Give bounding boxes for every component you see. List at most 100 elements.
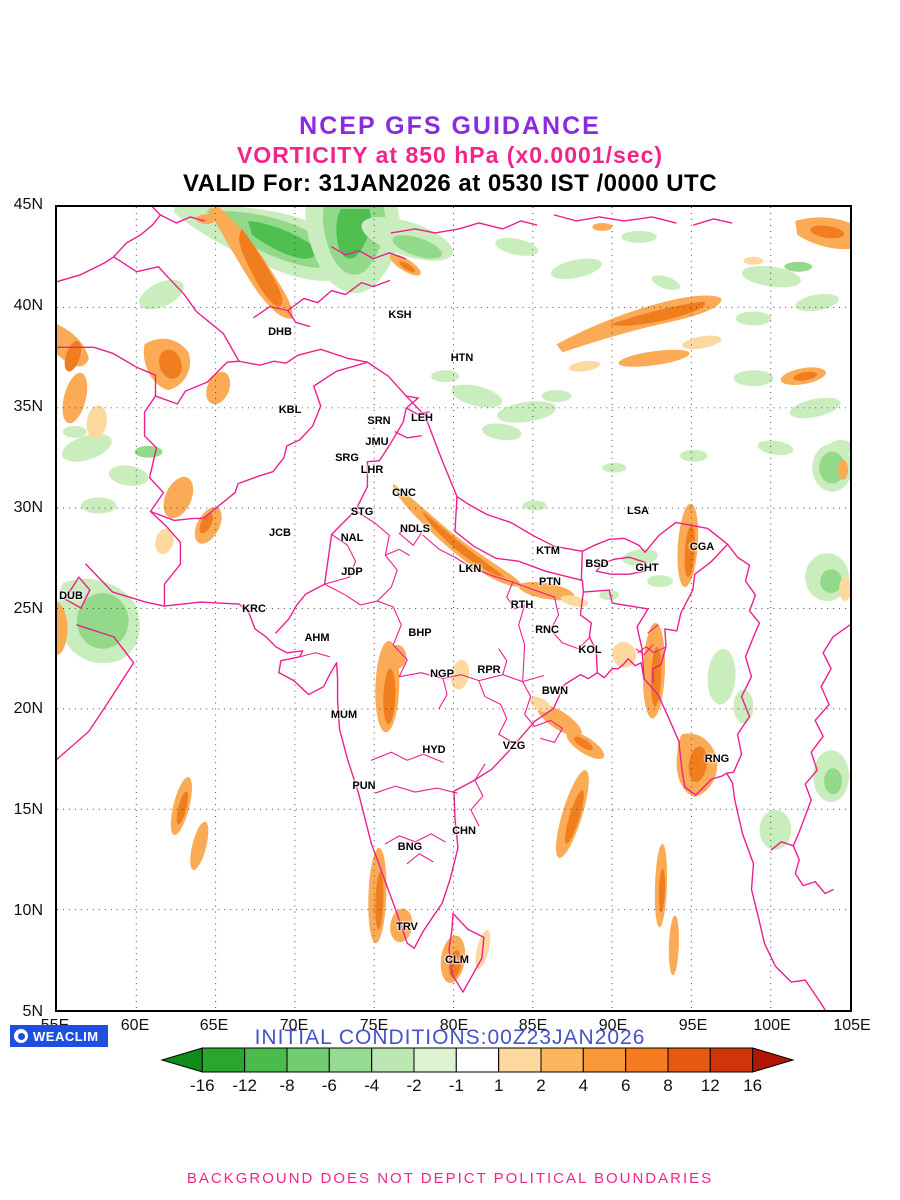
colorbar-segment — [540, 1047, 584, 1073]
city-layer: KSH DHB HTN KBL SRN LEH JMU SRG LHR CNC STG NDLS JCB… — [57, 207, 850, 1010]
colorbar-segment — [160, 1047, 203, 1073]
state-boundaries — [299, 509, 667, 865]
city-label-chn: CHN — [452, 825, 476, 837]
city-label-srn: SRN — [367, 415, 391, 427]
x-tick-label: 65E — [199, 1017, 229, 1034]
title-variable: VORTICITY at 850 hPa (x0.0001/sec) — [236, 142, 664, 168]
city-label-cga: CGA — [689, 541, 715, 553]
y-tick-label: 5N — [22, 1003, 43, 1020]
colorbar-segment — [371, 1047, 415, 1073]
colorbar-labels: -16 -12 -8 -6 -4 -2 -1 1 2 4 6 8 12 16 — [160, 1076, 795, 1098]
colorbar-tick-label: -6 — [321, 1076, 337, 1095]
x-tick-label: 70E — [279, 1017, 309, 1034]
y-tick-label: 30N — [13, 499, 43, 516]
colorbar — [160, 1047, 795, 1073]
city-label-vzg: VZG — [502, 740, 526, 752]
colorbar-tick-label: 1 — [493, 1076, 504, 1095]
city-label-dub: DUB — [59, 590, 83, 602]
y-axis-labels: 45N 40N 35N 30N 25N 20N 15N 10N 5N — [0, 196, 47, 1020]
city-label-ksh: KSH — [388, 309, 412, 321]
colorbar-segment — [625, 1047, 669, 1073]
city-label-htn: HTN — [450, 352, 474, 364]
city-label-trv: TRV — [396, 921, 418, 933]
city-label-rth: RTH — [510, 599, 534, 611]
title-valid-time: VALID For: 31JAN2026 at 0530 IST /0000 U… — [182, 170, 718, 197]
city-label-ndls: NDLS — [400, 523, 430, 535]
city-label-bhp: BHP — [408, 627, 432, 639]
lat-lon-gridlines — [57, 207, 850, 1010]
colorbar-tick-label: -2 — [406, 1076, 422, 1095]
weaclim-logo: WEACLIM — [10, 1025, 108, 1047]
colorbar-segment — [201, 1047, 246, 1073]
city-label-ahm: AHM — [304, 632, 330, 644]
weaclim-logo-text: WEACLIM — [33, 1028, 99, 1044]
city-label-jdp: JDP — [341, 566, 363, 578]
colorbar-segment — [286, 1047, 330, 1073]
map-svg — [57, 207, 850, 1010]
y-tick-label: 40N — [13, 297, 43, 314]
colorbar-segment — [244, 1047, 288, 1073]
weaclim-cyclone-icon — [14, 1029, 28, 1043]
y-tick-label: 15N — [13, 801, 43, 818]
city-label-jmu: JMU — [365, 436, 389, 448]
map-plot-area: KSH DHB HTN KBL SRN LEH JMU SRG LHR CNC STG NDLS JCB… — [55, 205, 852, 1012]
city-label-ktm: KTM — [536, 545, 560, 557]
colorbar-segment — [498, 1047, 542, 1073]
city-label-lhr: LHR — [360, 464, 384, 476]
colorbar-tick-label: -16 — [190, 1076, 215, 1095]
city-label-ptn: PTN — [539, 576, 561, 588]
y-tick-label: 20N — [13, 700, 43, 717]
city-label-pun: PUN — [352, 780, 376, 792]
colorbar-tick-label: 16 — [743, 1076, 763, 1095]
x-tick-label: 85E — [518, 1017, 548, 1034]
city-label-lkn: LKN — [458, 563, 482, 575]
city-label-bng: BNG — [397, 841, 423, 853]
x-tick-label: 105E — [833, 1017, 871, 1034]
y-tick-label: 25N — [13, 600, 43, 617]
city-label-leh: LEH — [411, 412, 433, 424]
disclaimer-text: BACKGROUND DOES NOT DEPICT POLITICAL BOU… — [186, 1170, 714, 1187]
colorbar-segment — [328, 1047, 373, 1073]
colorbar-tick-label: 12 — [700, 1076, 720, 1095]
city-label-bwn: BWN — [541, 685, 569, 697]
city-label-nal: NAL — [340, 532, 364, 544]
y-tick-label: 45N — [13, 196, 43, 213]
title-model: NCEP GFS GUIDANCE — [299, 112, 601, 140]
city-label-kol: KOL — [578, 644, 602, 656]
colorbar-tick-label: -1 — [448, 1076, 464, 1095]
city-label-bsd: BSD — [585, 558, 609, 570]
city-label-jcb: JCB — [268, 527, 292, 539]
x-axis-labels: 55E60E65E70E75E80E85E90E95E100E105E — [41, 1017, 871, 1039]
city-label-mum: MUM — [330, 709, 358, 721]
x-tick-label: 100E — [753, 1017, 791, 1034]
initial-conditions-text: INITIAL CONDITIONS:00Z23JAN2026 — [254, 1026, 646, 1049]
political-boundaries — [57, 207, 850, 1010]
colorbar-tick-label: 8 — [663, 1076, 673, 1095]
city-label-lsa: LSA — [627, 505, 649, 517]
colorbar-tick-label: 4 — [578, 1076, 589, 1095]
colorbar-segment — [667, 1047, 711, 1073]
x-tick-label: 60E — [120, 1017, 150, 1034]
vorticity-shading — [57, 207, 850, 983]
city-label-hyd: HYD — [422, 744, 446, 756]
y-tick-label: 10N — [13, 902, 43, 919]
colorbar-tick-label: 2 — [536, 1076, 546, 1095]
colorbar-tick-label: -8 — [279, 1076, 295, 1095]
city-label-cnc: CNC — [392, 487, 416, 499]
city-label-kbl: KBL — [278, 404, 302, 416]
colorbar-tick-label: -4 — [364, 1076, 380, 1095]
x-tick-label: 75E — [359, 1017, 389, 1034]
y-tick-label: 35N — [13, 398, 43, 415]
colorbar-segment — [582, 1047, 627, 1073]
city-label-krc: KRC — [242, 603, 266, 615]
city-label-ght: GHT — [635, 562, 659, 574]
city-label-rpr: RPR — [477, 664, 501, 676]
colorbar-segment — [455, 1047, 500, 1073]
city-label-stg: STG — [350, 506, 374, 518]
x-tick-label: 90E — [598, 1017, 628, 1034]
colorbar-segment — [413, 1047, 457, 1073]
x-tick-label: 80E — [439, 1017, 469, 1034]
city-label-clm: CLM — [445, 954, 469, 966]
city-label-dhb: DHB — [268, 326, 292, 338]
